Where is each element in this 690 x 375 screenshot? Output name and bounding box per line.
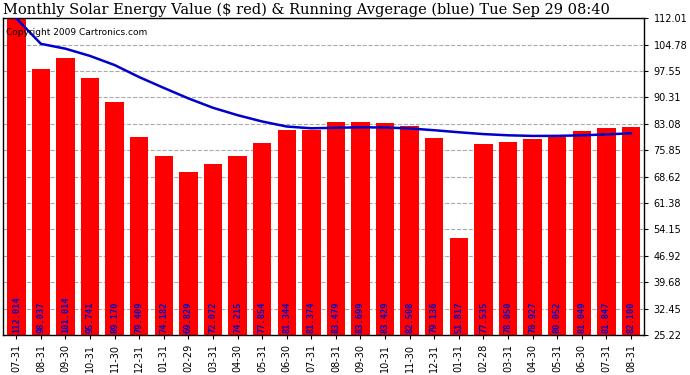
- Text: 78.050: 78.050: [504, 302, 513, 333]
- Bar: [351, 122, 370, 335]
- Bar: [228, 156, 247, 335]
- Bar: [106, 102, 124, 335]
- Bar: [450, 238, 468, 335]
- Bar: [376, 123, 394, 335]
- Bar: [81, 78, 99, 335]
- Text: 81.049: 81.049: [578, 302, 586, 333]
- Bar: [179, 172, 197, 335]
- Text: Monthly Solar Energy Value ($ red) & Running Avgerage (blue) Tue Sep 29 08:40: Monthly Solar Energy Value ($ red) & Run…: [3, 3, 610, 17]
- Bar: [130, 137, 148, 335]
- Text: 83.699: 83.699: [356, 302, 365, 333]
- Text: 81.344: 81.344: [282, 302, 291, 333]
- Bar: [622, 128, 640, 335]
- Bar: [474, 144, 493, 335]
- Text: 98.037: 98.037: [37, 302, 46, 333]
- Bar: [302, 130, 321, 335]
- Bar: [573, 131, 591, 335]
- Bar: [326, 122, 345, 335]
- Text: 74.215: 74.215: [233, 302, 242, 333]
- Bar: [400, 126, 419, 335]
- Bar: [597, 128, 615, 335]
- Bar: [32, 69, 50, 335]
- Bar: [204, 164, 222, 335]
- Text: 69.829: 69.829: [184, 302, 193, 333]
- Bar: [523, 139, 542, 335]
- Text: 78.927: 78.927: [528, 302, 537, 333]
- Text: 79.136: 79.136: [430, 302, 439, 333]
- Text: 77.535: 77.535: [479, 302, 488, 333]
- Bar: [7, 18, 26, 335]
- Text: 83.479: 83.479: [331, 302, 340, 333]
- Bar: [155, 156, 173, 335]
- Bar: [277, 130, 296, 335]
- Text: 74.182: 74.182: [159, 302, 168, 333]
- Text: 81.374: 81.374: [307, 302, 316, 333]
- Bar: [548, 135, 566, 335]
- Text: 82.100: 82.100: [627, 302, 635, 333]
- Text: 112.014: 112.014: [12, 296, 21, 333]
- Bar: [425, 138, 444, 335]
- Bar: [253, 143, 271, 335]
- Text: 51.817: 51.817: [454, 302, 463, 333]
- Bar: [499, 142, 518, 335]
- Text: 72.072: 72.072: [208, 302, 217, 333]
- Text: Copyright 2009 Cartronics.com: Copyright 2009 Cartronics.com: [6, 28, 147, 37]
- Text: 95.741: 95.741: [86, 302, 95, 333]
- Text: 83.429: 83.429: [381, 302, 390, 333]
- Bar: [57, 58, 75, 335]
- Text: 81.847: 81.847: [602, 302, 611, 333]
- Text: 89.170: 89.170: [110, 302, 119, 333]
- Text: 82.508: 82.508: [405, 302, 414, 333]
- Text: 79.409: 79.409: [135, 302, 144, 333]
- Text: 77.854: 77.854: [257, 302, 266, 333]
- Text: 101.014: 101.014: [61, 296, 70, 333]
- Text: 80.052: 80.052: [553, 302, 562, 333]
